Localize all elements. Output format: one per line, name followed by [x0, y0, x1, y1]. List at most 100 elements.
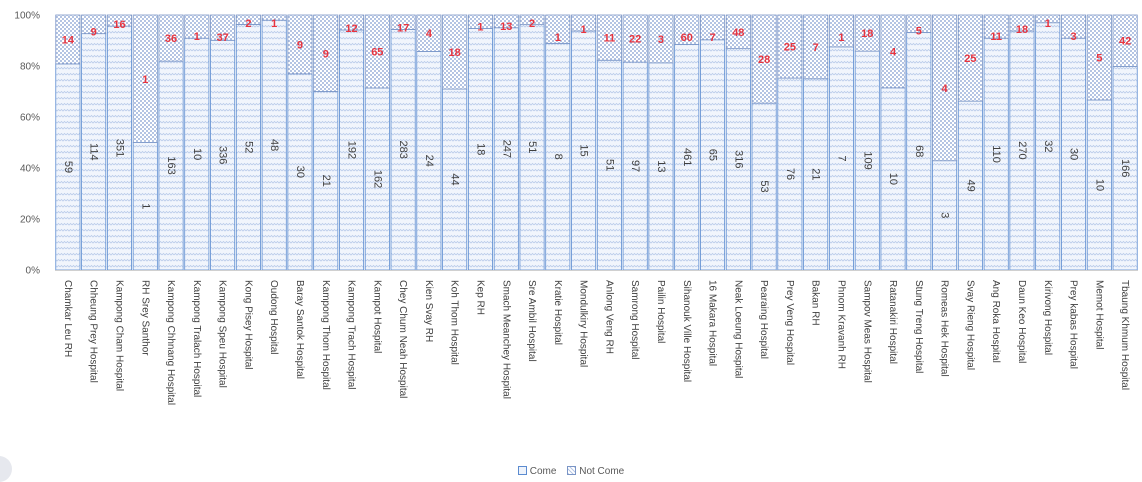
bar-not-come [777, 14, 803, 79]
data-label-come: 76 [784, 168, 796, 180]
data-label-not-come: 4 [942, 83, 949, 95]
data-label-come: 15 [578, 144, 590, 156]
data-label-come: 53 [758, 180, 770, 192]
data-label-not-come: 18 [861, 28, 873, 40]
bar-not-come [364, 14, 390, 89]
bar-come [777, 77, 803, 271]
bar-come [364, 87, 390, 271]
x-tick-label: Chheung Prey Hospital [88, 280, 99, 383]
data-label-come: 97 [629, 160, 641, 172]
data-label-not-come: 1 [1045, 18, 1051, 30]
data-label-not-come: 1 [271, 18, 277, 30]
x-tick-label: Chey Chum Neah Hospital [397, 280, 408, 398]
bar-not-come [854, 14, 880, 52]
x-tick-label: Kong Pisey Hospital [242, 280, 253, 370]
legend-label-come: Come [529, 466, 557, 477]
y-tick-label: 20% [20, 215, 40, 226]
legend-item-come: Come [517, 466, 557, 477]
bar-not-come [828, 14, 854, 48]
data-label-come: 8 [552, 154, 564, 160]
bar-not-come [106, 14, 132, 27]
bar-not-come [700, 14, 726, 41]
x-tick-label: Prey Veng Hospital [784, 280, 795, 365]
bar-come [55, 63, 81, 271]
data-label-not-come: 3 [1070, 31, 1076, 43]
data-label-come: 68 [913, 145, 925, 157]
bar-come [751, 102, 777, 271]
data-label-not-come: 7 [813, 42, 819, 54]
data-label-not-come: 4 [890, 46, 897, 58]
data-label-come: 59 [62, 161, 74, 173]
x-axis: Chamkar Leu RH Chheung Prey Hospital Kampo… [55, 270, 1138, 405]
x-tick-label: Kampong Chhnang Hospital [165, 280, 176, 405]
data-label-not-come: 4 [426, 28, 433, 40]
bar-not-come [313, 14, 339, 92]
data-label-come: 24 [423, 155, 435, 167]
x-tick-label: Tbaung Khmum Hospital [1119, 280, 1130, 390]
bar-come [596, 59, 622, 271]
y-tick-label: 40% [20, 164, 40, 175]
bar-not-come [545, 14, 571, 44]
bar-not-come [880, 14, 906, 89]
x-tick-label: Prey kabas Hospital [1068, 280, 1079, 369]
data-label-not-come: 37 [216, 32, 228, 44]
bar-not-come [390, 14, 416, 30]
legend-label-not-come: Not Come [579, 466, 625, 477]
bar-not-come [81, 14, 107, 35]
x-tick-label: Sre Ambil Hospital [526, 280, 537, 362]
data-label-not-come: 36 [165, 33, 177, 45]
data-label-not-come: 5 [916, 25, 922, 37]
data-label-not-come: 65 [371, 47, 383, 59]
x-tick-label: Mondulkiry Hospital [578, 280, 589, 367]
data-label-not-come: 9 [91, 27, 97, 39]
data-label-not-come: 3 [658, 34, 664, 46]
data-label-come: 49 [964, 179, 976, 191]
data-label-come: 51 [526, 141, 538, 153]
data-label-not-come: 2 [529, 18, 535, 30]
bar-not-come [132, 14, 158, 143]
x-tick-label: Koh Thom Hospital [449, 280, 460, 365]
bar-not-come [1009, 14, 1035, 32]
x-tick-label: Svay Rieng Hospital [964, 280, 975, 370]
bar-come [725, 48, 751, 271]
x-tick-label: Ratanakiri Hospital [887, 280, 898, 364]
x-tick-label: Pearaing Hospital [758, 280, 769, 359]
x-tick-label: Kep RH [474, 280, 485, 315]
bar-come [261, 19, 287, 271]
data-label-not-come: 13 [500, 21, 512, 33]
data-label-come: 10 [1093, 179, 1105, 191]
x-tick-label: Ang Roka Hospital [990, 280, 1001, 363]
data-label-come: 192 [346, 141, 358, 159]
x-tick-label: Anlong Veng RH [603, 280, 614, 354]
data-label-not-come: 25 [964, 53, 976, 65]
bar-come [519, 24, 545, 271]
x-tick-label: Baray Santok Hospital [294, 280, 305, 379]
data-label-not-come: 12 [345, 23, 357, 35]
bar-come [416, 51, 442, 271]
data-label-not-come: 18 [1016, 24, 1028, 36]
x-tick-label: Neak Loeung Hospital [732, 280, 743, 378]
bar-come [828, 46, 854, 271]
data-label-not-come: 1 [838, 32, 844, 44]
bar-come [158, 60, 184, 271]
x-tick-label: Pailin Hospital [655, 280, 666, 343]
x-tick-label: Smach Meanchey Hospital [500, 280, 511, 399]
data-label-come: 270 [1016, 141, 1028, 159]
x-tick-label: Chamkar Leu RH [62, 280, 73, 357]
data-label-come: 351 [113, 139, 125, 157]
bar-not-come [493, 14, 519, 29]
bar-come [622, 61, 648, 271]
data-label-come: 109 [861, 151, 873, 169]
data-label-not-come: 17 [397, 22, 409, 34]
data-label-come: 51 [603, 159, 615, 171]
data-label-come: 52 [242, 141, 254, 153]
legend-swatch-not-come [567, 466, 577, 475]
bar-not-come [571, 14, 597, 32]
data-label-come: 162 [371, 170, 383, 188]
bar-come [983, 37, 1009, 271]
data-label-come: 166 [1119, 159, 1131, 177]
data-label-not-come: 9 [323, 48, 329, 60]
bar-not-come [416, 14, 442, 52]
data-label-not-come: 18 [449, 47, 461, 59]
